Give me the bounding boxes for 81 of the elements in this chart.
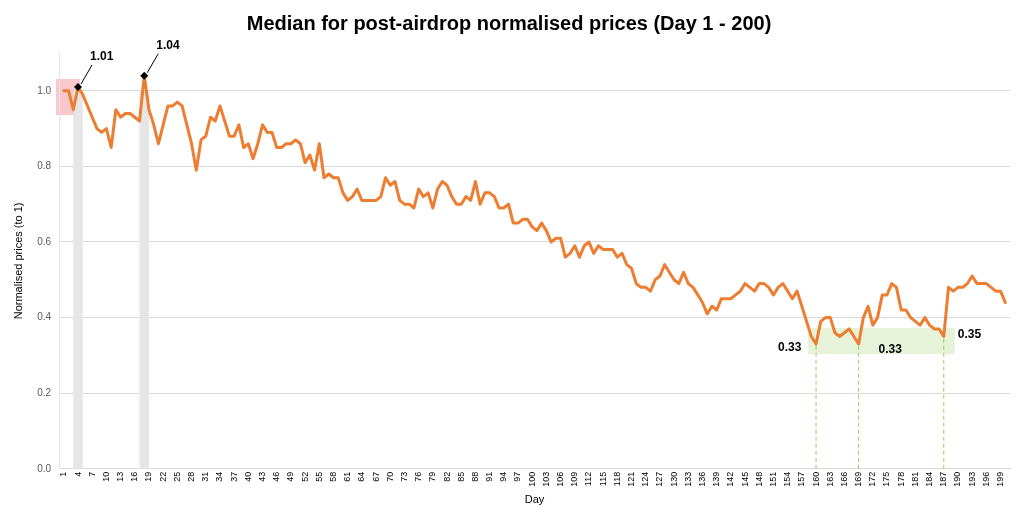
y-tick-label: 0.2 <box>37 386 52 398</box>
x-tick-label: 67 <box>370 471 381 482</box>
x-tick-label: 76 <box>413 471 424 482</box>
annotation: 0.35 <box>957 326 982 341</box>
x-tick-label: 136 <box>696 471 707 487</box>
x-tick-label: 4 <box>72 471 83 477</box>
x-tick-label: 187 <box>938 471 949 487</box>
x-tick-label: 88 <box>469 471 480 482</box>
x-tick-label: 22 <box>157 471 168 482</box>
x-tick-label: 61 <box>342 471 353 482</box>
x-tick-label: 52 <box>299 471 310 482</box>
x-tick-label: 55 <box>313 471 324 482</box>
x-tick-label: 160 <box>810 471 821 487</box>
y-axis-title: Normalised prices (to 1) <box>11 202 24 320</box>
x-tick-label: 70 <box>384 471 395 482</box>
x-tick-label: 166 <box>838 471 849 487</box>
x-tick-label: 181 <box>909 471 920 487</box>
x-tick-label: 46 <box>271 471 282 482</box>
x-tick-label: 169 <box>853 471 864 487</box>
x-tick-label: 64 <box>356 471 367 482</box>
x-tick-label: 82 <box>441 471 452 482</box>
x-tick-label: 58 <box>327 471 338 482</box>
annotation: 0.33 <box>778 340 802 355</box>
x-tick-label: 154 <box>782 471 793 487</box>
x-tick-label: 196 <box>980 471 991 487</box>
x-tick-label: 115 <box>597 471 608 487</box>
x-tick-label: 103 <box>540 471 551 487</box>
x-tick-label: 118 <box>611 471 622 487</box>
x-tick-label: 121 <box>626 471 637 487</box>
x-tick-label: 178 <box>895 471 906 487</box>
x-tick-label: 190 <box>952 471 963 487</box>
x-tick-label: 91 <box>484 471 495 482</box>
x-tick-label: 109 <box>569 471 580 487</box>
x-tick-label: 79 <box>427 471 438 482</box>
chart-title: Median for post-airdrop normalised prices (Day 1 - 200) <box>246 11 772 34</box>
x-tick-label: 25 <box>171 471 182 482</box>
x-tick-label: 175 <box>881 471 892 487</box>
x-tick-label: 157 <box>796 471 807 487</box>
x-tick-label: 148 <box>753 471 764 487</box>
x-tick-label: 40 <box>242 471 253 482</box>
x-tick-label: 151 <box>767 471 778 487</box>
x-tick-label: 184 <box>924 471 935 487</box>
x-tick-label: 124 <box>640 471 651 487</box>
x-tick-label: 100 <box>526 471 537 487</box>
y-tick-label: 0.0 <box>37 462 52 474</box>
annotation: 1.01 <box>90 49 114 64</box>
x-tick-label: 163 <box>824 471 835 487</box>
x-tick-label: 172 <box>867 471 878 487</box>
x-tick-label: 16 <box>129 471 140 482</box>
x-tick-label: 10 <box>100 471 111 482</box>
x-tick-label: 28 <box>186 471 197 482</box>
x-tick-label: 1 <box>58 471 69 477</box>
x-tick-label: 193 <box>966 471 977 487</box>
x-tick-label: 94 <box>498 471 509 482</box>
x-tick-label: 34 <box>214 471 225 482</box>
x-tick-label: 106 <box>555 471 566 487</box>
y-tick-label: 0.4 <box>37 311 52 323</box>
x-tick-label: 199 <box>995 471 1006 487</box>
x-tick-label: 145 <box>739 471 750 487</box>
x-tick-label: 43 <box>257 471 268 482</box>
x-tick-label: 49 <box>285 471 296 482</box>
x-tick-label: 133 <box>682 471 693 487</box>
annotation: 1.04 <box>156 37 180 52</box>
x-tick-label: 73 <box>398 471 409 482</box>
x-tick-label: 31 <box>200 471 211 482</box>
x-tick-label: 19 <box>143 471 154 482</box>
x-tick-label: 112 <box>583 471 594 487</box>
y-tick-label: 0.8 <box>37 160 52 172</box>
x-tick-label: 139 <box>711 471 722 487</box>
x-tick-label: 127 <box>654 471 665 487</box>
x-axis-title: Day <box>524 493 545 506</box>
y-tick-label: 0.6 <box>37 235 52 247</box>
x-tick-label: 130 <box>668 471 679 487</box>
annotation: 0.33 <box>878 342 903 357</box>
x-tick-label: 7 <box>86 471 97 477</box>
x-tick-label: 85 <box>455 471 466 482</box>
y-tick-label: 1.0 <box>37 84 52 96</box>
x-tick-label: 37 <box>228 471 239 482</box>
x-tick-label: 13 <box>115 471 126 482</box>
x-tick-label: 97 <box>512 471 523 482</box>
x-tick-label: 142 <box>725 471 736 487</box>
